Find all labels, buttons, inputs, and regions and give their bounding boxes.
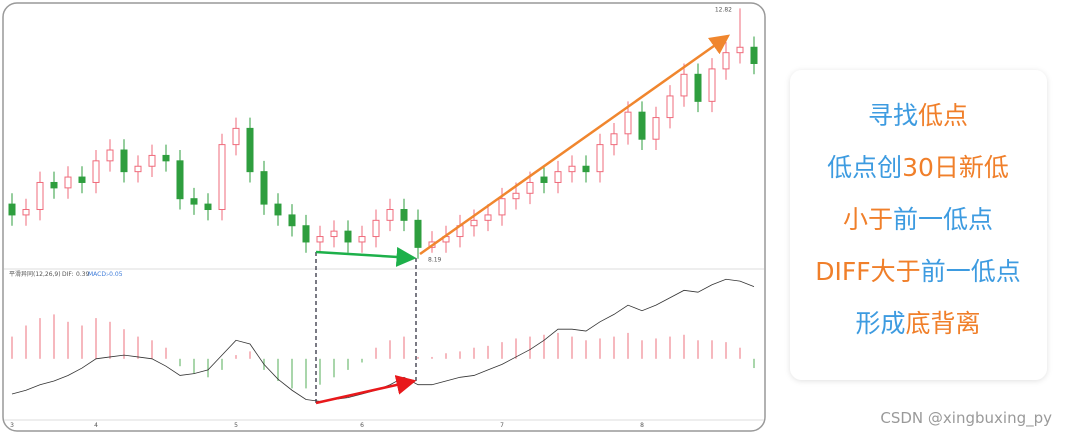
candle-body — [8, 203, 16, 216]
arrow-red — [315, 375, 417, 405]
candle-body — [400, 209, 408, 221]
candle-body — [204, 203, 212, 211]
candle-body — [162, 154, 170, 162]
candle-body — [736, 46, 744, 54]
candle-body — [302, 225, 310, 243]
note-line: 小于前一低点 — [843, 205, 993, 234]
candle-body — [414, 219, 422, 248]
plot: 3 4 5 6 7 8 12.82 8.19 平滑异同(12,26,9) DIF: 0.39MACD… — [8, 6, 758, 429]
candle-body — [316, 236, 324, 243]
note-segment: 小于 — [843, 205, 893, 234]
candle-body — [36, 181, 44, 211]
candle-body — [344, 230, 352, 243]
candle-body — [666, 95, 674, 119]
note-segment: DIFF大于 — [815, 257, 920, 286]
candle-body — [120, 149, 128, 173]
annotations — [315, 34, 731, 405]
note-card — [790, 70, 1047, 380]
candle-body — [722, 52, 730, 70]
dif-value: 0.39 — [76, 271, 90, 278]
candle-body — [148, 154, 156, 167]
candle-body — [624, 111, 632, 135]
candle-body — [372, 219, 380, 238]
candle-body — [610, 133, 618, 146]
candle-body — [246, 127, 254, 173]
note-segment: 寻找 — [868, 101, 918, 130]
candle-body — [484, 214, 492, 221]
macd-title: 平滑异同(12,26,9) — [9, 270, 61, 278]
candle-body — [106, 149, 114, 162]
candle-body — [750, 46, 758, 64]
candle-body — [694, 73, 702, 102]
macd-label: MACD: — [88, 271, 108, 278]
x-tick-label: 5 — [234, 422, 238, 429]
candle-body — [498, 198, 506, 216]
candle-body — [64, 176, 72, 189]
arrow-orange — [419, 34, 731, 256]
candle-body — [358, 236, 366, 243]
note-segment: 前一低点 — [921, 257, 1021, 286]
candle-body — [708, 68, 716, 102]
candle-body — [596, 144, 604, 173]
candle-body — [218, 144, 226, 211]
candle-body — [288, 214, 296, 227]
x-tick-label: 3 — [10, 422, 14, 429]
candle-body — [652, 117, 660, 140]
note-line: 形成底背离 — [855, 309, 980, 338]
arrow-green — [315, 246, 417, 267]
candle-body — [470, 219, 478, 227]
candle-body — [50, 181, 58, 189]
candle-body — [330, 230, 338, 238]
note-segment: 前一低点 — [893, 205, 993, 234]
candle-body — [386, 209, 394, 221]
candle-body — [134, 165, 142, 173]
candle-body — [22, 209, 30, 216]
x-tick-label: 7 — [500, 422, 504, 429]
note-line: 低点创30日新低 — [827, 153, 1009, 182]
candle-body — [512, 192, 520, 200]
note-segment: 30日新低 — [902, 153, 1009, 182]
candle-body — [176, 160, 184, 200]
x-tick-label: 8 — [640, 422, 644, 429]
note-segment: 低点创 — [827, 153, 902, 182]
macd-value: -0.05 — [107, 271, 123, 278]
candle-body — [78, 176, 86, 183]
note-segment: 低点 — [918, 101, 968, 130]
candle-body — [92, 160, 100, 183]
chart-frame — [2, 2, 766, 432]
candle-body — [232, 127, 240, 146]
note-segment: 形成 — [855, 309, 905, 338]
dif-label: DIF: — [62, 271, 73, 278]
candle-body — [260, 171, 268, 205]
low-price-label: 8.19 — [428, 257, 442, 264]
candle-body — [274, 203, 282, 216]
candle-body — [540, 176, 548, 183]
x-tick-label: 6 — [360, 422, 364, 429]
high-price-label: 12.82 — [715, 6, 732, 13]
note-line: 寻找低点 — [868, 101, 968, 130]
watermark: CSDN @xingbuxing_py — [880, 409, 1052, 428]
x-tick-label: 4 — [94, 422, 98, 429]
candle-body — [554, 171, 562, 183]
candle-body — [526, 181, 534, 194]
candle-body — [638, 111, 646, 140]
candle-body — [190, 198, 198, 205]
candle-body — [680, 73, 688, 97]
note-line: DIFF大于前一低点 — [815, 257, 1020, 286]
note-segment: 底背离 — [906, 309, 981, 338]
candle-body — [582, 165, 590, 173]
candle-body — [568, 165, 576, 173]
